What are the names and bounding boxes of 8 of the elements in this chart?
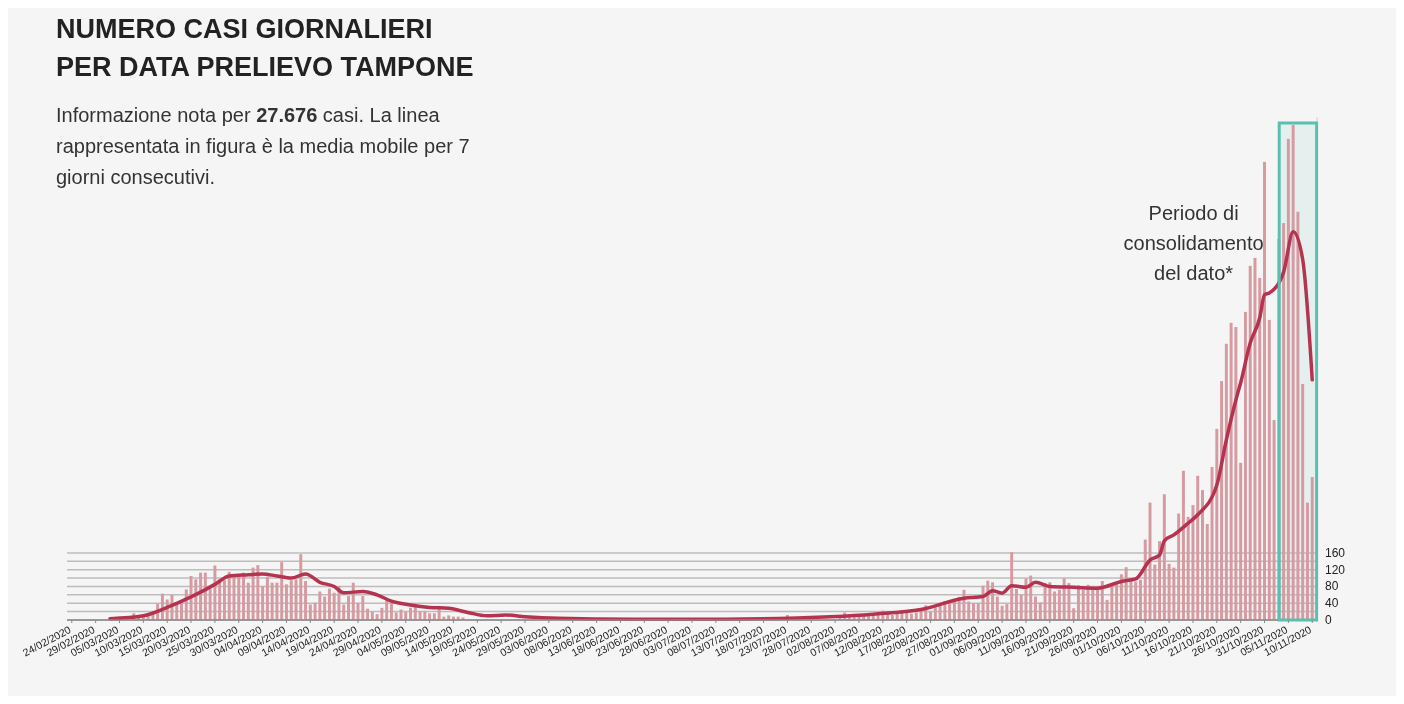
chart-title: NUMERO CASI GIORNALIERI PER DATA PRELIEVO TAMPONE (56, 14, 474, 82)
y-tick-label: 0 (1325, 613, 1332, 627)
y-tick-label: 160 (1325, 545, 1346, 560)
y-tick-label: 40 (1325, 596, 1339, 611)
text: Informazione nota per 27.676 casi. La linea rappresentata in figura è la media mobile per 7 giorni consecutivi. (56, 104, 470, 188)
y-tick-label: 120 (1325, 562, 1346, 577)
band-label: Periodo di consolidamento del dato* (1123, 202, 1264, 284)
y-tick-label: 80 (1325, 579, 1339, 594)
